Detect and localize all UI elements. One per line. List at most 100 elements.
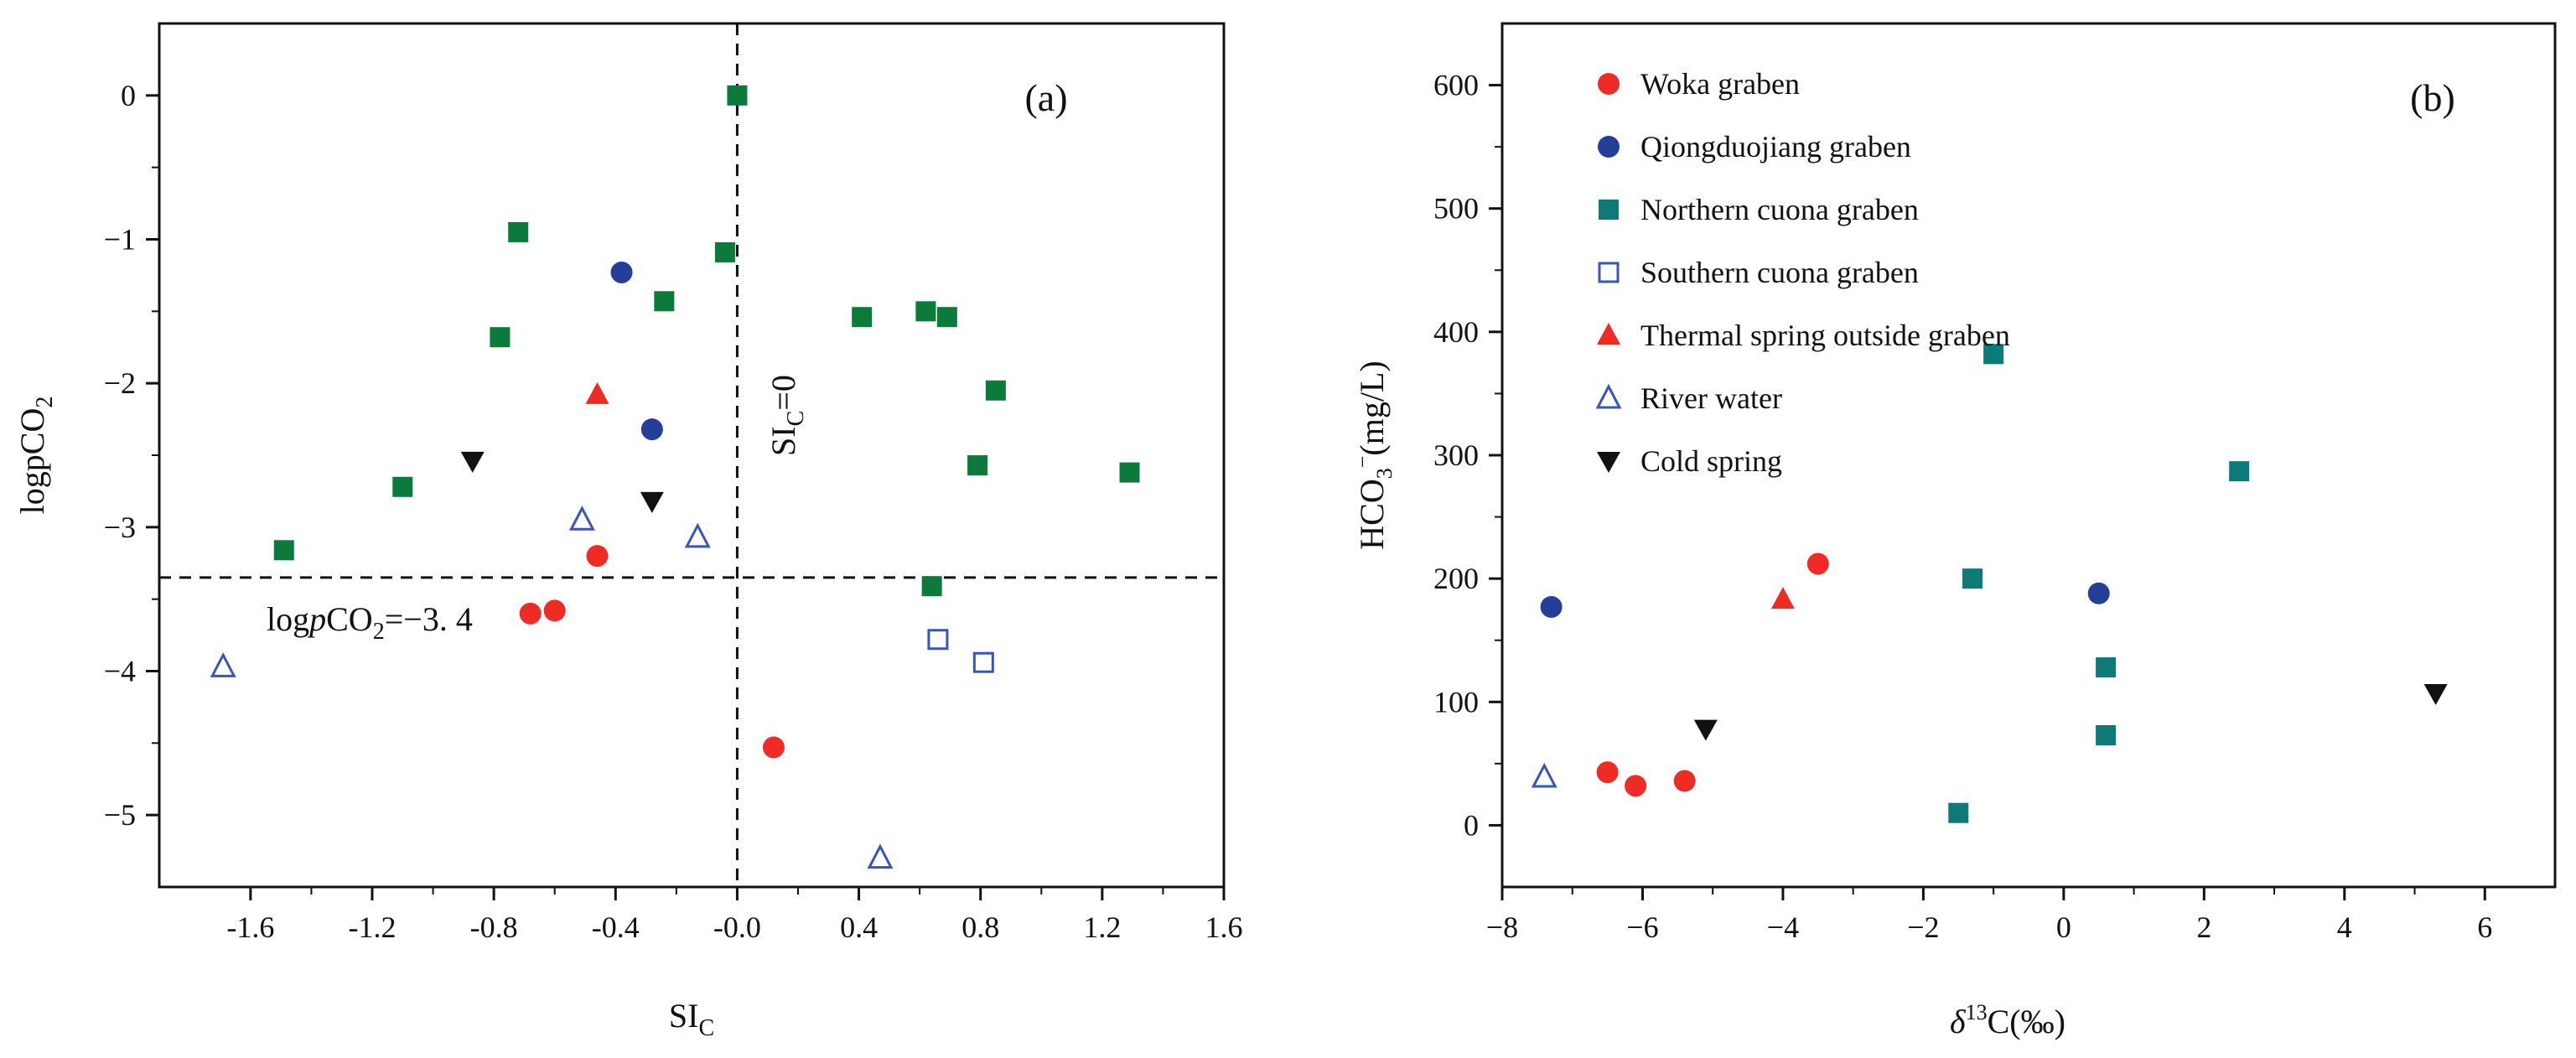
x-tick-label: 6	[2477, 910, 2492, 944]
point-northern-cuona-graben	[915, 301, 936, 322]
legend-label-qiongduojiang-graben: Qiongduojiang graben	[1640, 130, 1911, 163]
point-northern-cuona-graben	[1962, 568, 1983, 589]
legend-label-cold-spring: Cold spring	[1640, 444, 1782, 478]
x-tick-label: 1.2	[1083, 910, 1121, 944]
point-northern-cuona-graben	[967, 455, 988, 476]
x-tick-label: −8	[1486, 910, 1518, 944]
point-northern-cuona-graben	[2229, 461, 2250, 482]
point-woka-graben	[762, 736, 785, 759]
point-river-water	[684, 522, 711, 548]
panel-a: -1.6 -1.2 -0.8 -0.4 -0.0 0.4 0.8 1.2 1.6 0 −1 −2 −3 −…	[13, 22, 1243, 1041]
y-tick-label: −4	[104, 655, 136, 688]
point-northern-cuona-graben	[714, 241, 735, 262]
x-tick-label: −6	[1626, 910, 1658, 944]
panel-a-y-axis-title: logpCO2	[13, 397, 58, 515]
x-tick-label: -0.8	[470, 910, 518, 944]
point-woka-graben	[1806, 552, 1829, 575]
panel-b-plot-frame	[1501, 22, 2557, 889]
panel-a-reference-lines	[159, 23, 1224, 887]
x-tick-label: -1.2	[349, 910, 397, 944]
point-northern-cuona-graben	[2096, 725, 2117, 746]
panel-a-x-axis-title: SIC	[669, 997, 714, 1041]
x-tick-label: −2	[1907, 910, 1939, 944]
legend-label-woka-graben: Woka graben	[1640, 67, 1800, 101]
x-tick-label: 1.6	[1205, 910, 1243, 944]
x-tick-label: 0	[2056, 910, 2071, 944]
x-tick-label: 4	[2337, 910, 2352, 944]
point-cold-spring	[640, 491, 664, 513]
panel-b-y-axis-title: HCO3−(mg/L)	[1350, 360, 1397, 549]
panel-b-points	[1531, 344, 2448, 823]
x-tick-label: 2	[2196, 910, 2211, 944]
point-woka-graben	[1596, 761, 1619, 784]
x-tick-label: -1.6	[226, 910, 274, 944]
y-tick-label: 400	[1433, 315, 1479, 349]
point-qiongduojiang-graben	[640, 418, 663, 441]
panel-a-hline-label: logpCO2=−3. 4	[267, 600, 473, 645]
y-tick-label: −1	[104, 223, 136, 257]
legend-label-thermal-spring-outside-graben: Thermal spring outside graben	[1640, 319, 2010, 352]
y-tick-label: −5	[104, 798, 136, 832]
panel-b-legend: Woka graben Qiongduojiang graben Northern …	[1595, 67, 2010, 478]
point-northern-cuona-graben	[921, 576, 942, 597]
y-tick-label: 500	[1433, 192, 1479, 226]
point-river-water	[568, 505, 595, 531]
y-tick-label: −3	[104, 511, 136, 544]
point-thermal-spring-outside-graben	[585, 381, 609, 404]
panel-b-ticks	[1489, 84, 2486, 900]
panel-a-vline-label: SIC=0	[765, 375, 809, 456]
y-tick-label: 300	[1433, 438, 1479, 472]
point-qiongduojiang-graben	[610, 261, 633, 283]
y-tick-label: −2	[104, 366, 136, 400]
y-tick-label: 100	[1433, 685, 1479, 718]
point-northern-cuona-graben	[1948, 802, 1969, 823]
legend-marker-cold-spring	[1597, 452, 1620, 473]
point-northern-cuona-graben	[1983, 344, 2004, 365]
y-tick-label: 200	[1433, 562, 1479, 595]
legend-marker-southern-cuona-graben	[1598, 262, 1620, 283]
point-woka-graben	[1625, 775, 1647, 797]
panel-a-tick-labels: -1.6 -1.2 -0.8 -0.4 -0.0 0.4 0.8 1.2 1.6 0 −1 −2 −3 −…	[104, 79, 1243, 944]
point-woka-graben	[543, 599, 566, 622]
x-tick-label: 0.4	[840, 910, 878, 944]
x-tick-label: -0.4	[592, 910, 640, 944]
panel-b: −8 −6 −4 −2 0 2 4 6 0 100 200 300 400 500 600 (b) Woka…	[1350, 22, 2557, 1040]
point-northern-cuona-graben	[508, 221, 529, 242]
panel-b-label: (b)	[2410, 76, 2455, 119]
legend-label-river-water: River water	[1640, 381, 1782, 415]
legend-marker-northern-cuona-graben	[1599, 200, 1619, 220]
legend-label-northern-cuona-graben: Northern cuona graben	[1640, 193, 1919, 226]
legend-marker-qiongduojiang-graben	[1598, 136, 1620, 158]
x-tick-label: -0.0	[713, 910, 761, 944]
point-cold-spring	[2423, 683, 2448, 705]
legend-marker-thermal-spring-outside-graben	[1597, 323, 1620, 345]
x-tick-label: 0.8	[961, 910, 999, 944]
point-northern-cuona-graben	[490, 327, 511, 348]
point-cold-spring	[460, 451, 485, 473]
legend-marker-river-water	[1595, 383, 1622, 409]
x-tick-label: −4	[1767, 910, 1799, 944]
point-woka-graben	[586, 545, 609, 568]
point-river-water	[867, 843, 894, 869]
point-river-water	[210, 652, 236, 677]
legend-marker-woka-graben	[1598, 73, 1620, 95]
point-river-water	[1531, 762, 1558, 788]
point-northern-cuona-graben	[273, 540, 294, 561]
point-qiongduojiang-graben	[1540, 595, 1563, 618]
point-woka-graben	[1673, 770, 1696, 792]
y-tick-label: 600	[1433, 69, 1479, 102]
point-cold-spring	[1693, 719, 1718, 741]
point-northern-cuona-graben	[727, 85, 748, 106]
point-southern-cuona-graben	[972, 651, 994, 673]
panel-a-points	[210, 85, 1140, 869]
legend-label-southern-cuona-graben: Southern cuona graben	[1640, 256, 1919, 289]
y-tick-label: 0	[121, 79, 136, 112]
point-qiongduojiang-graben	[2087, 582, 2110, 604]
point-northern-cuona-graben	[654, 291, 675, 312]
panel-b-tick-labels: −8 −6 −4 −2 0 2 4 6 0 100 200 300 400 500 600	[1433, 69, 2492, 944]
point-northern-cuona-graben	[392, 476, 413, 497]
point-northern-cuona-graben	[985, 380, 1006, 401]
point-northern-cuona-graben	[1119, 462, 1140, 483]
y-tick-label: 0	[1464, 808, 1479, 842]
